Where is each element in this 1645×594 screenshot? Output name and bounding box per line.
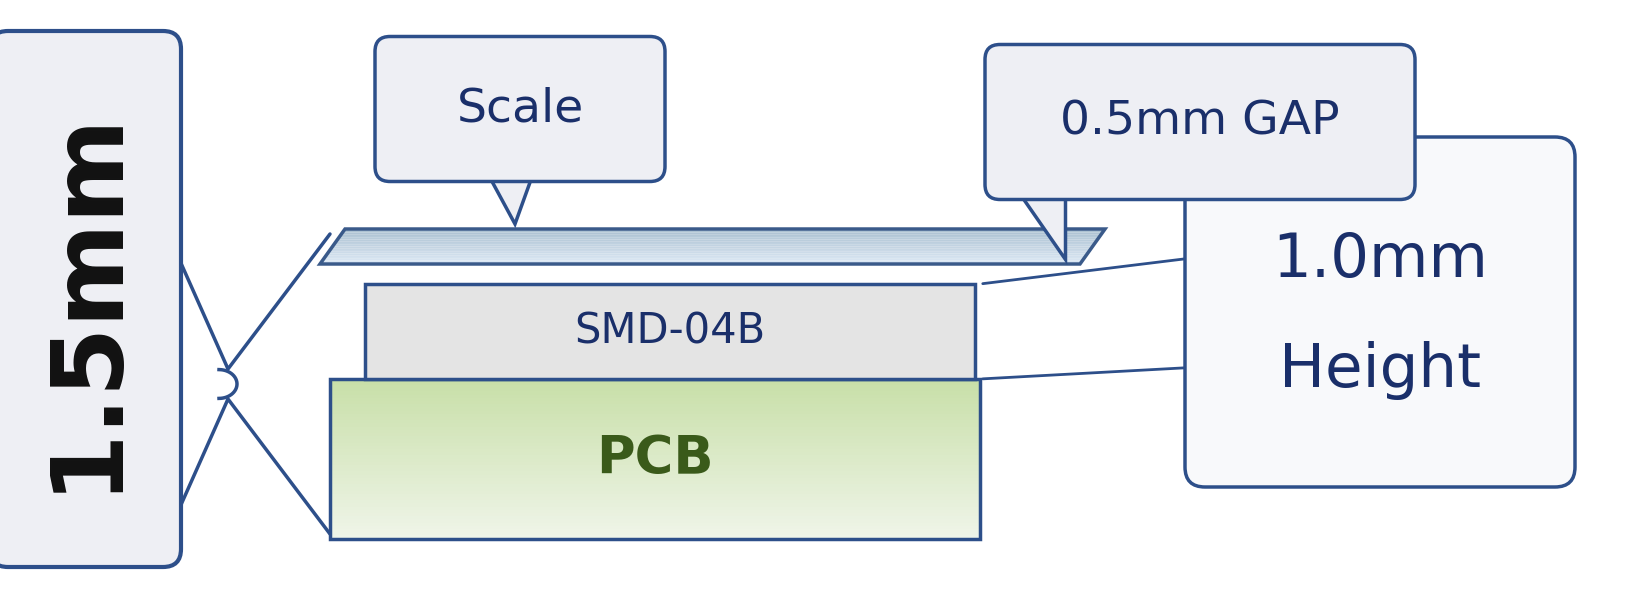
Polygon shape: [1020, 176, 1059, 187]
Bar: [331, 455, 980, 459]
Text: 0.5mm GAP: 0.5mm GAP: [1059, 100, 1339, 144]
Bar: [331, 420, 980, 424]
Bar: [331, 516, 980, 520]
Bar: [331, 465, 980, 469]
Bar: [331, 532, 980, 536]
Polygon shape: [321, 261, 1082, 262]
Polygon shape: [341, 232, 1102, 234]
Bar: [331, 468, 980, 472]
Bar: [331, 413, 980, 418]
Bar: [331, 410, 980, 414]
Polygon shape: [324, 257, 1086, 259]
Bar: [331, 526, 980, 529]
Bar: [331, 459, 980, 462]
Bar: [331, 382, 980, 386]
FancyBboxPatch shape: [375, 36, 665, 182]
Text: Height: Height: [1278, 340, 1480, 400]
Bar: [331, 440, 980, 443]
Bar: [331, 452, 980, 456]
Bar: [331, 503, 980, 507]
Bar: [331, 446, 980, 450]
Bar: [331, 494, 980, 497]
Bar: [331, 417, 980, 421]
Polygon shape: [331, 247, 1092, 248]
Polygon shape: [331, 248, 1091, 250]
Bar: [331, 398, 980, 402]
Bar: [331, 433, 980, 437]
Polygon shape: [342, 230, 1104, 232]
Bar: [331, 394, 980, 398]
Polygon shape: [326, 254, 1087, 255]
Bar: [331, 481, 980, 485]
Bar: [331, 404, 980, 408]
Bar: [331, 484, 980, 488]
Bar: [331, 388, 980, 392]
FancyBboxPatch shape: [985, 45, 1415, 200]
Bar: [331, 429, 980, 434]
Bar: [331, 529, 980, 533]
Text: Scale: Scale: [456, 87, 584, 131]
Text: SMD-04B: SMD-04B: [574, 311, 765, 352]
Bar: [331, 475, 980, 478]
FancyBboxPatch shape: [0, 31, 181, 567]
Bar: [331, 385, 980, 388]
Bar: [331, 426, 980, 430]
Bar: [331, 497, 980, 501]
Bar: [331, 510, 980, 513]
Polygon shape: [490, 159, 530, 169]
Bar: [331, 391, 980, 395]
Polygon shape: [337, 238, 1099, 239]
Bar: [331, 500, 980, 504]
Polygon shape: [344, 229, 1105, 230]
Polygon shape: [329, 250, 1091, 252]
Polygon shape: [321, 262, 1081, 264]
Bar: [331, 443, 980, 446]
Text: PCB: PCB: [595, 433, 714, 485]
Polygon shape: [339, 236, 1101, 238]
Bar: [331, 507, 980, 510]
Polygon shape: [327, 252, 1089, 254]
Bar: [331, 487, 980, 491]
Polygon shape: [485, 169, 535, 224]
Polygon shape: [334, 243, 1096, 245]
FancyBboxPatch shape: [1184, 137, 1574, 487]
Bar: [331, 462, 980, 466]
Bar: [331, 378, 980, 382]
Bar: [331, 449, 980, 453]
Polygon shape: [336, 241, 1096, 243]
Polygon shape: [341, 234, 1101, 236]
Polygon shape: [326, 255, 1086, 257]
Bar: [331, 523, 980, 526]
Bar: [331, 436, 980, 440]
Text: 1.5mm: 1.5mm: [36, 106, 133, 492]
Bar: [331, 478, 980, 481]
Bar: [331, 519, 980, 523]
Bar: [331, 424, 980, 427]
Bar: [331, 407, 980, 411]
Bar: [331, 491, 980, 494]
Bar: [331, 401, 980, 405]
Polygon shape: [332, 245, 1094, 247]
Polygon shape: [1015, 187, 1064, 259]
Bar: [331, 513, 980, 517]
FancyBboxPatch shape: [365, 284, 975, 379]
Text: 1.0mm: 1.0mm: [1272, 230, 1489, 289]
Bar: [331, 471, 980, 475]
Bar: [331, 535, 980, 539]
Polygon shape: [322, 259, 1084, 261]
Polygon shape: [336, 239, 1097, 241]
